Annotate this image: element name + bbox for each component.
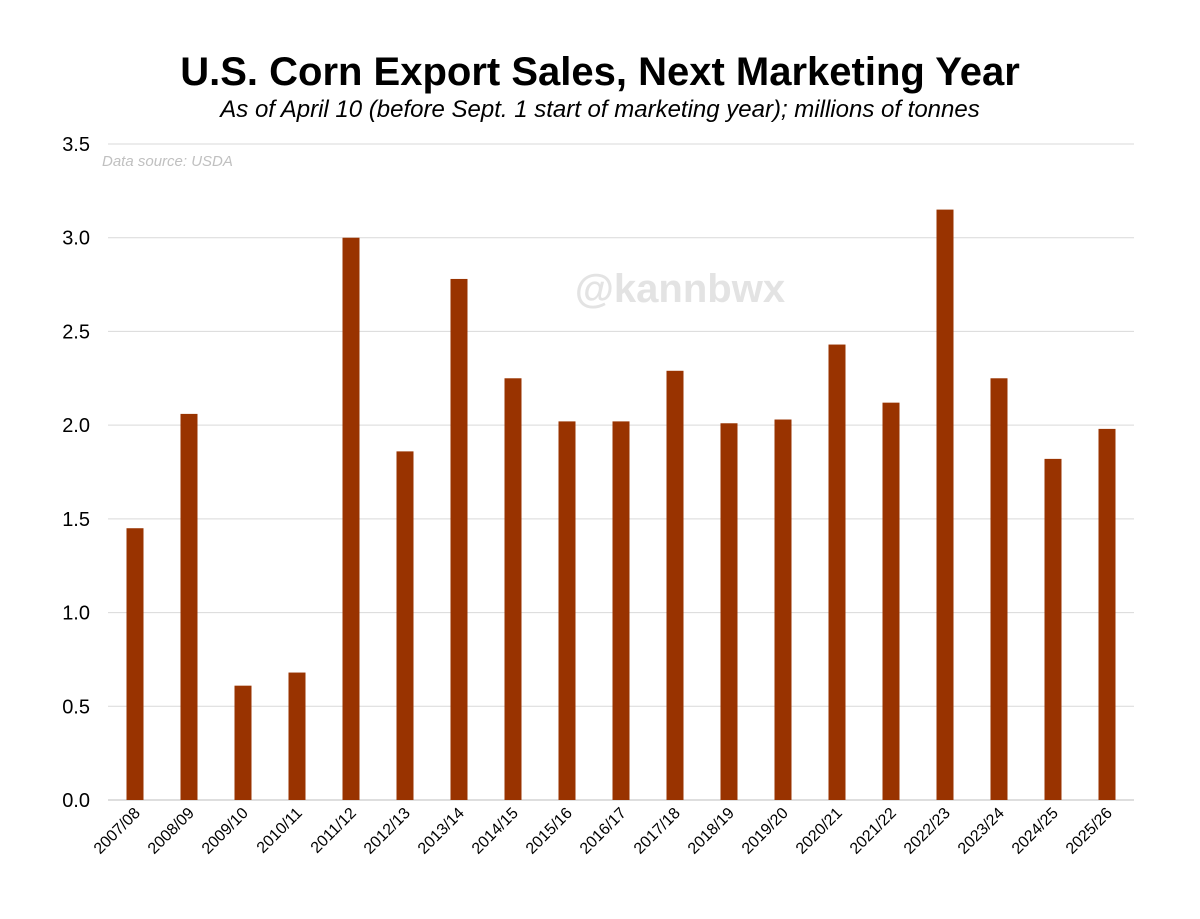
source-note: Data source: USDA [102,153,233,170]
bar [1044,458,1062,800]
y-tick-label: 2.0 [62,415,90,437]
x-tick-label: 2013/14 [415,805,468,858]
x-tick-label: 2007/08 [91,805,144,858]
bars [126,209,1116,801]
x-tick-label: 2011/12 [308,805,360,857]
y-tick-label: 0.0 [62,790,90,812]
x-tick-label: 2015/16 [523,805,576,858]
x-tick-label: 2021/22 [847,805,900,858]
y-tick-label: 3.5 [62,134,90,156]
bar [180,413,198,800]
x-tick-label: 2008/09 [145,805,198,858]
x-tick-label: 2020/21 [793,805,846,858]
bar [450,278,468,800]
bar [828,344,846,800]
bar [558,421,576,800]
chart-title: U.S. Corn Export Sales, Next Marketing Y… [180,50,1020,94]
y-tick-label: 1.5 [62,509,90,531]
bar [396,451,414,800]
chart-subtitle: As of April 10 (before Sept. 1 start of … [220,96,980,123]
x-tick-label: 2023/24 [955,805,1008,858]
x-axis: 2007/08 2008/09 2009/10 2010/11 2011/12 2012/… [91,805,1116,858]
y-axis: 0.0 0.5 1.0 1.5 2.0 2.5 3.0 3.5 [62,134,90,812]
x-tick-label: 2014/15 [469,805,522,858]
bar [342,237,360,800]
bar [720,423,738,800]
bar [666,370,684,800]
bar [882,402,900,800]
y-tick-label: 2.5 [62,321,90,343]
x-tick-label: 2022/23 [901,805,954,858]
y-tick-label: 1.0 [62,603,90,625]
x-tick-label: 2009/10 [199,805,252,858]
bar [936,209,954,801]
x-tick-label: 2012/13 [361,805,414,858]
watermark: @kannbwx [575,267,785,311]
bar [612,421,630,800]
bar [504,378,522,800]
bar [288,672,306,800]
bar [126,528,144,800]
x-tick-label: 2024/25 [1009,805,1062,858]
bar [990,378,1008,800]
y-tick-label: 3.0 [62,228,90,250]
x-tick-label: 2025/26 [1063,805,1116,858]
y-tick-label: 0.5 [62,696,90,718]
bar [234,685,252,800]
x-tick-label: 2010/11 [254,805,306,857]
bar [1098,428,1116,800]
x-tick-label: 2017/18 [631,805,684,858]
x-tick-label: 2018/19 [685,805,738,858]
x-tick-label: 2016/17 [577,805,630,858]
x-tick-label: 2019/20 [739,805,792,858]
bar [774,419,792,800]
